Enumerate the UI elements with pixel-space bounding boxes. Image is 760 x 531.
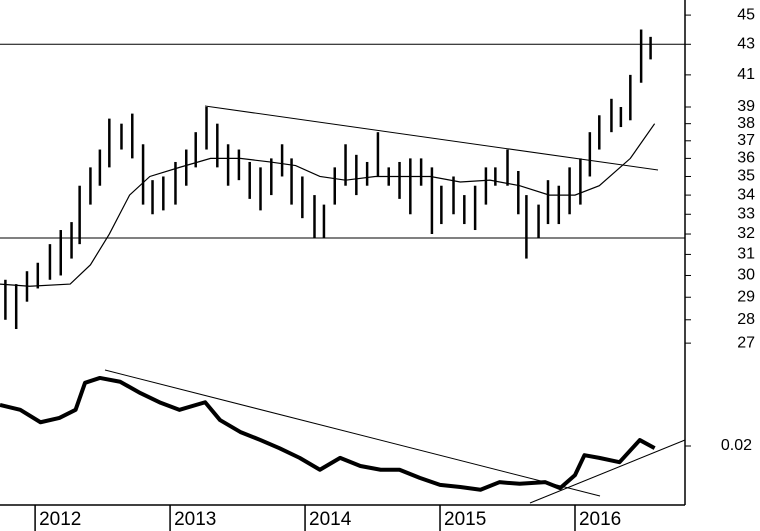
y-tick-label: 35 (737, 168, 755, 185)
x-tick-label: 2014 (309, 509, 352, 530)
y-tick-label: 32 (737, 225, 755, 242)
y-tick-label: 34 (737, 186, 755, 203)
y-tick-label: 45 (737, 6, 755, 23)
y-tick-label: 28 (737, 311, 755, 328)
y-tick-label: 30 (737, 267, 755, 284)
y-tick-label: 38 (737, 115, 755, 132)
moving-average (0, 123, 656, 287)
y-tick-label: 33 (737, 205, 755, 222)
y-tick-label: 43 (737, 36, 755, 53)
y-tick-label: 39 (737, 98, 755, 115)
y-tick-label: 36 (737, 150, 755, 167)
trend-line (104, 369, 601, 497)
trend-line (529, 439, 686, 504)
x-tick-label: 2016 (579, 509, 621, 530)
y-tick-label: 31 (737, 246, 755, 263)
x-tick-label: 2012 (39, 509, 81, 530)
y-tick-label: 41 (737, 66, 755, 83)
y-tick-label: 29 (737, 288, 755, 305)
indicator-line (0, 375, 656, 492)
trend-line (204, 105, 659, 171)
y-tick-label: 37 (737, 132, 755, 149)
x-tick-label: 2015 (444, 509, 486, 530)
y-tick-label: 27 (737, 334, 755, 351)
x-tick-label: 2013 (174, 509, 216, 530)
y-tick-label: 0.02 (721, 437, 752, 454)
